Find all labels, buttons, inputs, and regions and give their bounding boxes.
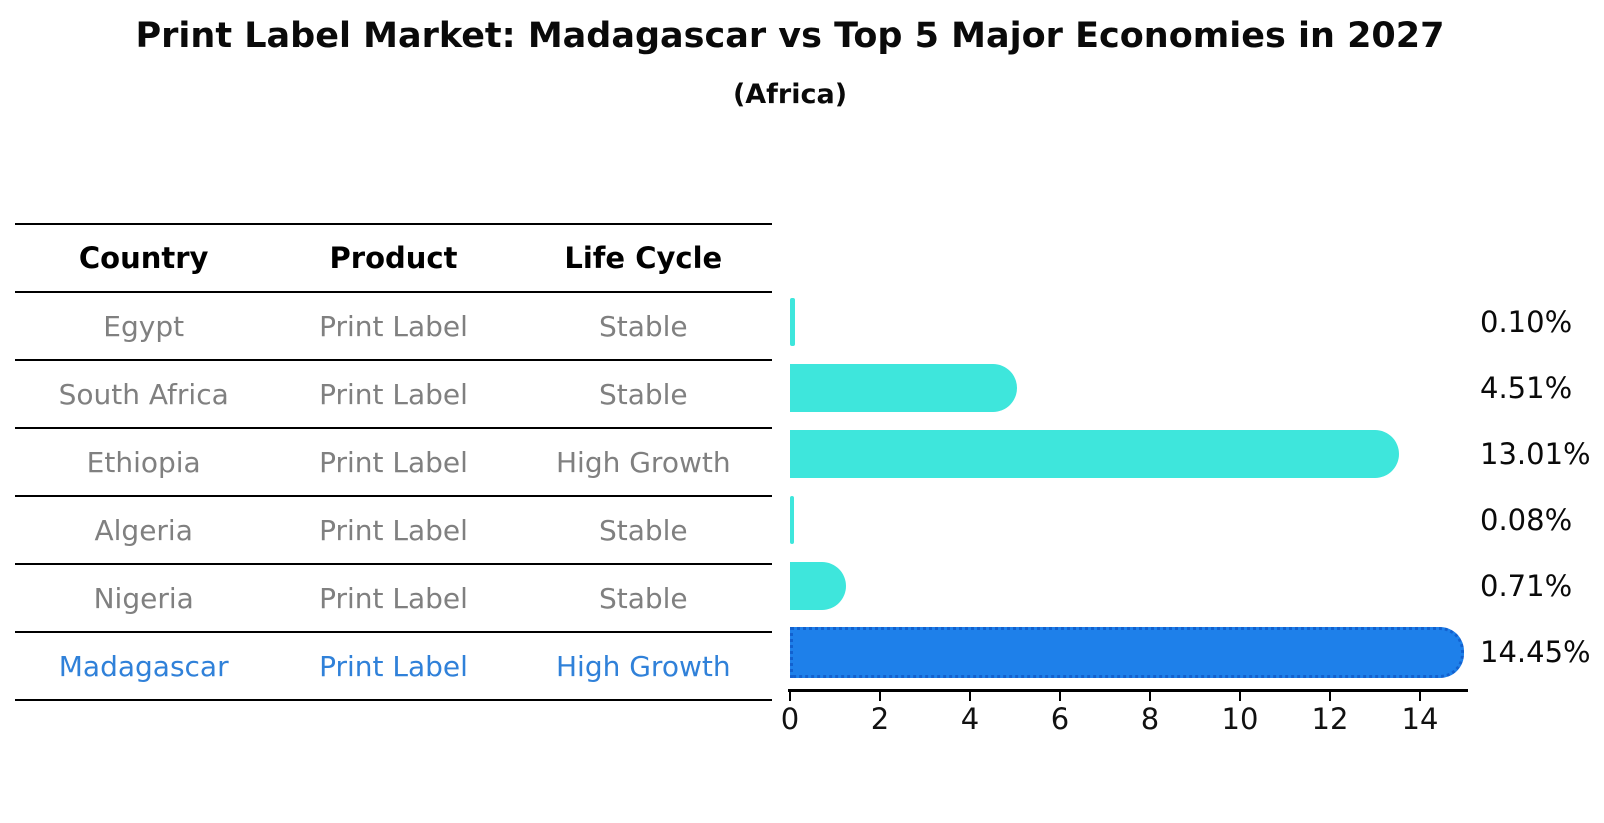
table-row-madagascar-highlighted: Madagascar Print Label High Growth: [15, 631, 772, 701]
column-header-product: Product: [329, 241, 458, 275]
bar-ethiopia: [790, 430, 1400, 478]
country-cell: Madagascar: [58, 649, 229, 683]
country-cell: South Africa: [58, 377, 229, 411]
life-cycle-cell: High Growth: [555, 649, 731, 683]
chart-title: Print Label Market: Madagascar vs Top 5 …: [135, 16, 1445, 56]
product-cell: Print Label: [319, 649, 468, 683]
value-label-madagascar: 14.45%: [1480, 635, 1591, 669]
product-cell: Print Label: [319, 377, 468, 411]
value-label-egypt: 0.10%: [1480, 305, 1573, 339]
value-label-south-africa: 4.51%: [1480, 371, 1573, 405]
bar-egypt: [790, 298, 795, 346]
life-cycle-cell: Stable: [598, 309, 688, 343]
bar-south-africa: [790, 364, 1017, 412]
table-row-south-africa: South Africa Print Label Stable: [15, 359, 772, 427]
product-cell: Print Label: [319, 513, 468, 547]
country-table: Country Product Life Cycle Egypt Print L…: [15, 223, 772, 701]
product-cell: Print Label: [319, 445, 468, 479]
country-cell: Ethiopia: [86, 445, 201, 479]
x-tick: [1149, 692, 1151, 701]
x-tick: [969, 692, 971, 701]
x-tick-label: 10: [1221, 702, 1259, 736]
table-header-row: Country Product Life Cycle: [15, 223, 772, 291]
value-label-algeria: 0.08%: [1480, 503, 1573, 537]
x-tick-label: 6: [1050, 702, 1070, 736]
x-axis-line: [788, 689, 1468, 692]
x-tick-label: 0: [780, 702, 800, 736]
x-tick: [1059, 692, 1061, 701]
bar-algeria: [790, 496, 794, 544]
x-tick: [789, 692, 791, 701]
country-cell: Egypt: [103, 309, 185, 343]
chart-subtitle: (Africa): [732, 79, 848, 110]
column-header-life-cycle: Life Cycle: [564, 241, 723, 275]
country-cell: Nigeria: [93, 581, 194, 615]
x-tick: [1419, 692, 1421, 701]
x-tick-label: 4: [960, 702, 980, 736]
x-tick: [1239, 692, 1241, 701]
value-label-nigeria: 0.71%: [1480, 569, 1573, 603]
bar-madagascar-highlighted: [790, 627, 1465, 678]
value-label-ethiopia: 13.01%: [1480, 437, 1591, 471]
bar-nigeria: [790, 562, 846, 610]
table-row-nigeria: Nigeria Print Label Stable: [15, 563, 772, 631]
product-cell: Print Label: [319, 581, 468, 615]
x-tick-label: 14: [1401, 702, 1439, 736]
life-cycle-cell: Stable: [598, 377, 688, 411]
table-row-egypt: Egypt Print Label Stable: [15, 291, 772, 359]
x-tick-label: 12: [1311, 702, 1349, 736]
life-cycle-cell: High Growth: [555, 445, 731, 479]
life-cycle-cell: Stable: [598, 513, 688, 547]
table-row-ethiopia: Ethiopia Print Label High Growth: [15, 427, 772, 495]
table-row-algeria: Algeria Print Label Stable: [15, 495, 772, 563]
country-cell: Algeria: [94, 513, 193, 547]
column-header-country: Country: [78, 241, 209, 275]
product-cell: Print Label: [319, 309, 468, 343]
x-tick: [1329, 692, 1331, 701]
x-tick: [879, 692, 881, 701]
life-cycle-cell: Stable: [598, 581, 688, 615]
x-tick-label: 2: [870, 702, 890, 736]
x-tick-label: 8: [1140, 702, 1160, 736]
